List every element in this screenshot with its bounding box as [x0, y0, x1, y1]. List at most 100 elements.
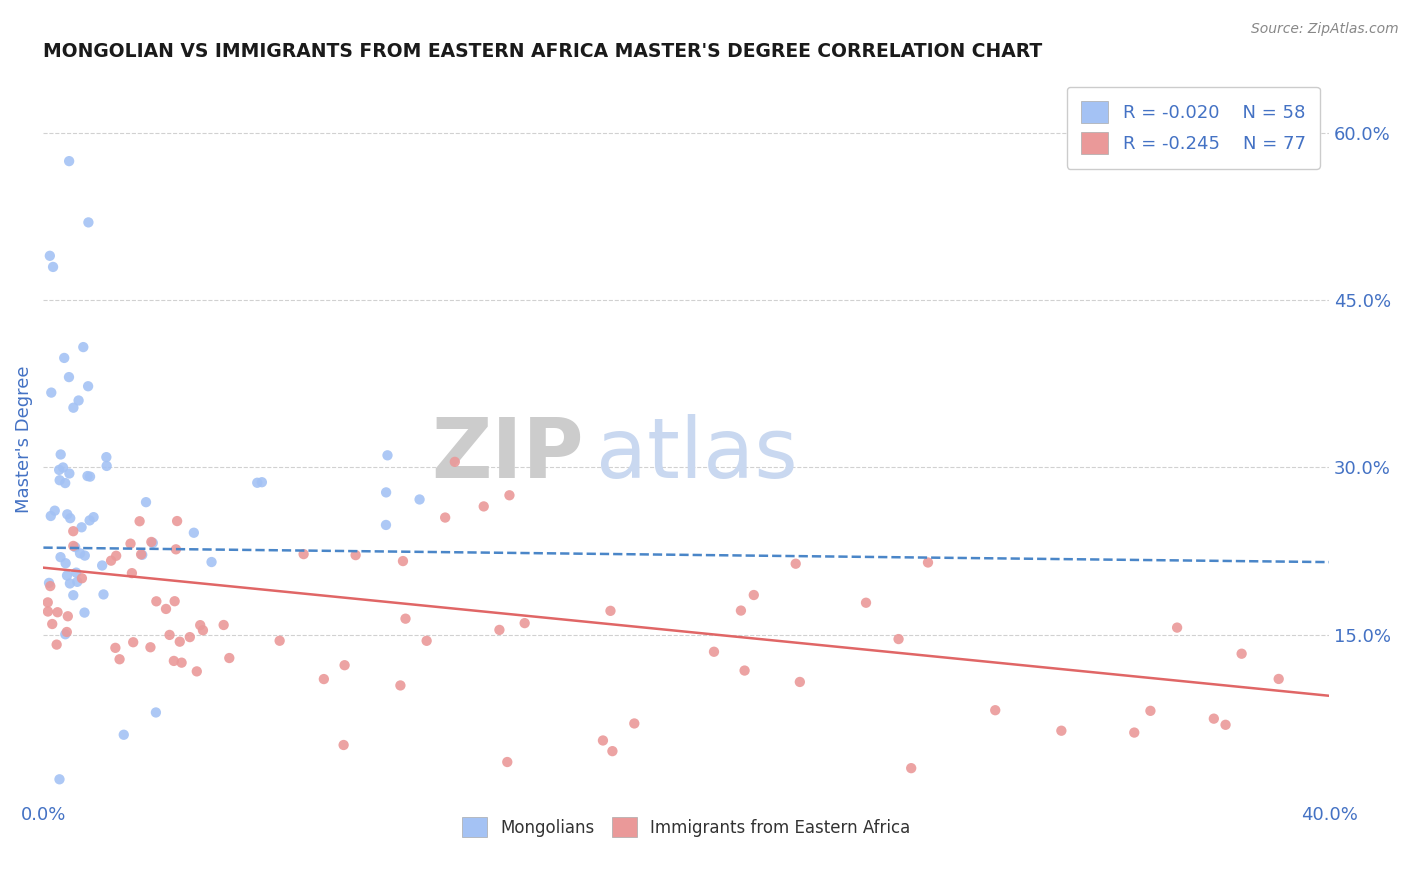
Text: atlas: atlas — [596, 414, 799, 494]
Point — [46, 605, 69, 619]
Point — [44, 504, 66, 518]
Point — [53, 351, 76, 365]
Point — [131, 548, 153, 562]
Point — [70, 571, 93, 585]
Point — [179, 630, 201, 644]
Point — [212, 618, 235, 632]
Point — [56, 508, 79, 522]
Point — [592, 733, 614, 747]
Point — [93, 587, 115, 601]
Point — [155, 602, 177, 616]
Point — [63, 540, 86, 554]
Point — [48, 473, 70, 487]
Point — [145, 594, 167, 608]
Point — [734, 664, 756, 678]
Point — [38, 249, 60, 263]
Point — [488, 623, 510, 637]
Point — [145, 706, 167, 720]
Point — [163, 594, 186, 608]
Point — [141, 535, 163, 549]
Point — [183, 525, 205, 540]
Point — [408, 492, 430, 507]
Point — [312, 672, 335, 686]
Point — [48, 772, 70, 787]
Point — [77, 379, 100, 393]
Point — [789, 675, 811, 690]
Point — [1123, 725, 1146, 739]
Point — [49, 447, 72, 461]
Point — [785, 557, 807, 571]
Point — [1139, 704, 1161, 718]
Point — [59, 576, 82, 591]
Point — [58, 154, 80, 169]
Point — [855, 596, 877, 610]
Point — [42, 260, 65, 274]
Point — [984, 703, 1007, 717]
Point — [72, 340, 94, 354]
Point — [1202, 712, 1225, 726]
Point — [917, 556, 939, 570]
Point — [218, 651, 240, 665]
Text: MONGOLIAN VS IMMIGRANTS FROM EASTERN AFRICA MASTER'S DEGREE CORRELATION CHART: MONGOLIAN VS IMMIGRANTS FROM EASTERN AFR… — [44, 42, 1043, 61]
Point — [375, 518, 398, 533]
Point — [62, 524, 84, 539]
Point — [58, 370, 80, 384]
Legend: Mongolians, Immigrants from Eastern Africa: Mongolians, Immigrants from Eastern Afri… — [456, 810, 917, 844]
Point — [67, 393, 90, 408]
Point — [104, 640, 127, 655]
Point — [142, 536, 165, 550]
Point — [58, 467, 80, 481]
Point — [55, 556, 77, 570]
Point — [73, 606, 96, 620]
Point — [120, 536, 142, 550]
Point — [246, 475, 269, 490]
Point — [200, 555, 222, 569]
Point — [186, 665, 208, 679]
Point — [66, 574, 89, 589]
Point — [375, 485, 398, 500]
Point — [1267, 672, 1289, 686]
Point — [394, 612, 416, 626]
Point — [1215, 718, 1237, 732]
Point — [139, 640, 162, 655]
Point — [79, 513, 101, 527]
Point — [135, 495, 157, 509]
Point — [96, 458, 118, 473]
Point — [496, 755, 519, 769]
Point — [166, 514, 188, 528]
Text: ZIP: ZIP — [430, 414, 583, 494]
Point — [599, 604, 621, 618]
Point — [53, 476, 76, 491]
Point — [1050, 723, 1073, 738]
Point — [38, 575, 60, 590]
Point — [333, 658, 356, 673]
Point — [128, 514, 150, 528]
Point — [159, 628, 181, 642]
Point — [742, 588, 765, 602]
Point — [62, 539, 84, 553]
Point — [165, 542, 187, 557]
Point — [79, 469, 101, 483]
Point — [52, 460, 75, 475]
Point — [45, 638, 67, 652]
Point — [188, 618, 211, 632]
Point — [53, 627, 76, 641]
Point — [56, 568, 79, 582]
Point — [62, 401, 84, 415]
Point — [250, 475, 273, 490]
Point — [332, 738, 354, 752]
Point — [77, 215, 100, 229]
Point — [39, 579, 62, 593]
Point — [91, 558, 114, 573]
Point — [163, 654, 186, 668]
Point — [415, 633, 437, 648]
Point — [70, 520, 93, 534]
Point — [392, 554, 415, 568]
Point — [121, 566, 143, 581]
Point — [623, 716, 645, 731]
Point — [83, 510, 105, 524]
Point — [41, 617, 63, 632]
Point — [169, 634, 191, 648]
Point — [49, 550, 72, 565]
Point — [377, 448, 399, 462]
